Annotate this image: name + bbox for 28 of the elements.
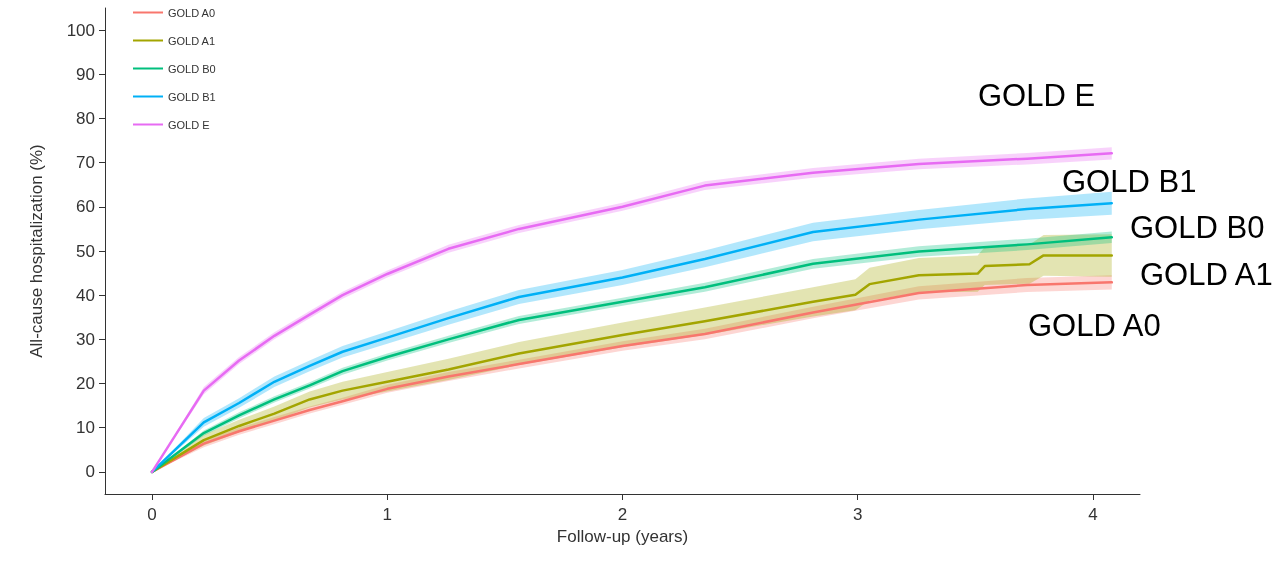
y-tick-label: 60 [76,197,95,217]
y-tick-label: 40 [76,285,95,305]
y-tick-label: 10 [76,418,95,438]
y-tick-label: 100 [66,20,95,40]
y-tick-label: 50 [76,241,95,261]
y-tick-label: 80 [76,108,95,128]
x-tick-label: 2 [617,505,628,524]
legend-label: GOLD B1 [168,90,216,103]
legend-label: GOLD A1 [168,34,216,47]
annotation: GOLD B0 [1130,210,1265,245]
legend-label: GOLD A0 [168,6,216,19]
x-tick-label: 0 [147,505,157,524]
y-tick-label: 0 [85,462,95,482]
y-tick-label: 30 [76,329,95,349]
annotation: GOLD B1 [1062,164,1197,199]
annotation: GOLD A0 [1028,308,1161,343]
legend-label: GOLD E [168,118,210,131]
x-tick-label: 3 [852,505,863,524]
x-axis-title: Follow-up (years) [556,527,689,546]
legend-label: GOLD B0 [168,62,216,75]
y-tick-label: 20 [76,374,95,394]
annotation: GOLD A1 [1140,257,1273,292]
x-tick-label: 4 [1088,505,1098,524]
x-tick-label: 1 [382,505,393,524]
y-axis-title: All-cause hospitalization (%) [27,144,46,358]
annotation: GOLD E [978,78,1096,113]
y-tick-label: 70 [76,153,95,173]
y-tick-label: 90 [76,64,95,84]
